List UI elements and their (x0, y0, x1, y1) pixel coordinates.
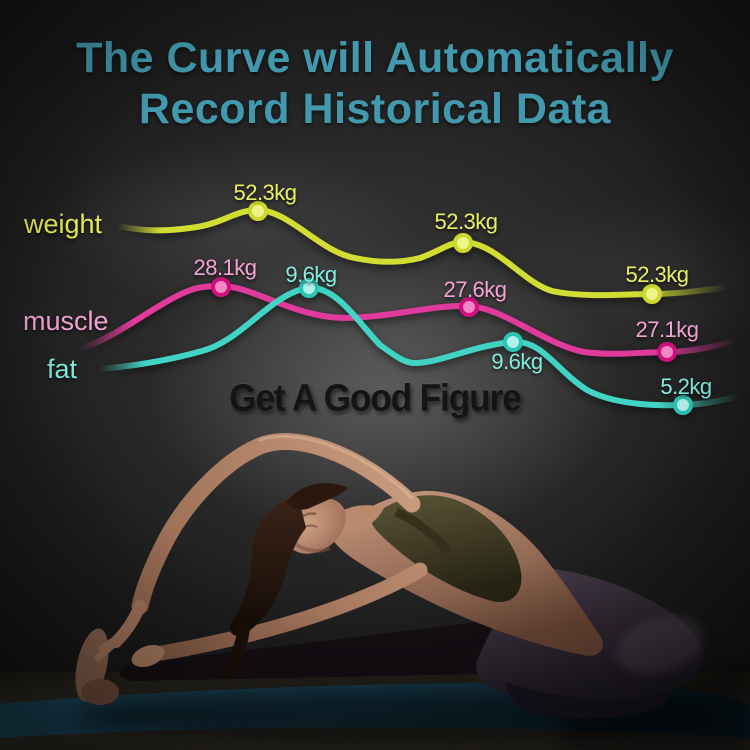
weight-point-2 (453, 233, 473, 253)
muscle-value-label-1: 28.1kg (193, 255, 257, 280)
left-arm (131, 432, 421, 615)
face (286, 498, 346, 554)
weight-value-label-1: 52.3kg (233, 180, 297, 205)
muscle-value-label-3: 27.1kg (635, 317, 699, 342)
right-arm (154, 562, 428, 661)
fat-value-label-2: 9.6kg (491, 349, 543, 374)
yoga-mat (0, 682, 750, 738)
extended-leg (120, 610, 597, 681)
legend-fat: fat (47, 354, 78, 384)
hair (229, 496, 306, 636)
tagline: Get A Good Figure (229, 377, 522, 420)
fat-point-2 (503, 332, 523, 352)
weight-value-label-2: 52.3kg (434, 209, 498, 234)
yoga-woman-photo (0, 432, 750, 750)
ponytail (220, 620, 250, 679)
folded-calf (505, 682, 672, 720)
weight-value-label-3: 52.3kg (625, 262, 689, 287)
bent-leg (476, 568, 704, 704)
muscle-value-label-2: 27.6kg (443, 277, 507, 302)
fat-value-label-3: 5.2kg (660, 374, 712, 399)
torso (330, 490, 604, 656)
legend-muscle: muscle (23, 306, 109, 336)
title-line-1: The Curve will Automatically (76, 34, 674, 82)
muscle-point-1 (211, 277, 231, 297)
bra-strap (394, 507, 452, 555)
legend-weight: weight (24, 209, 103, 239)
muscle-point-3 (657, 342, 677, 362)
page-title: The Curve will Automatically Record Histo… (0, 33, 750, 135)
sports-bra (371, 495, 522, 603)
body-shadow (75, 688, 715, 744)
left-foot (75, 628, 109, 702)
fat-value-label-1: 9.6kg (285, 262, 337, 287)
right-hand (131, 644, 165, 668)
woman-silhouette (75, 432, 704, 720)
weight-point-3 (642, 284, 662, 304)
title-line-2: Record Historical Data (138, 85, 612, 133)
floor (0, 672, 750, 750)
left-hand (110, 600, 146, 648)
